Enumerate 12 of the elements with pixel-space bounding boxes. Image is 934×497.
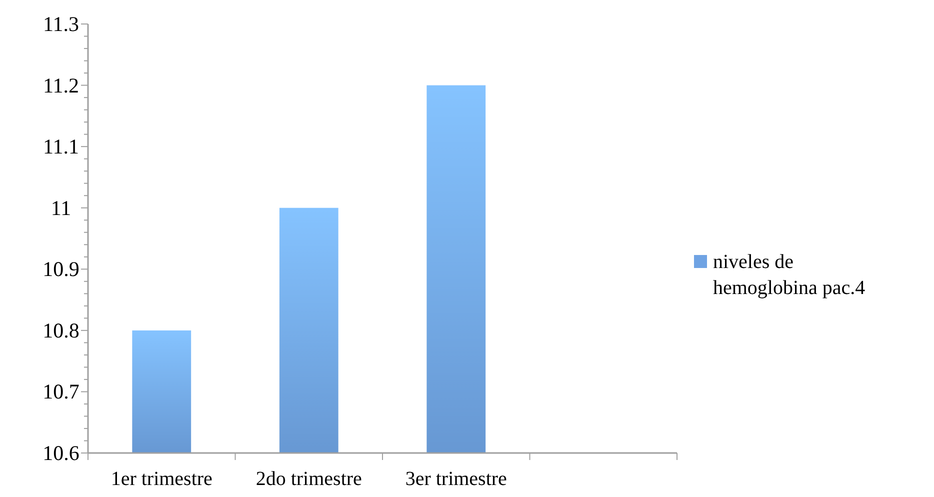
x-tick-label: 1er trimestre	[110, 468, 213, 490]
y-tick-label: 11.2	[43, 73, 79, 98]
x-tick-label: 3er trimestre	[405, 468, 508, 490]
y-tick-label: 11	[50, 196, 72, 220]
y-tick-label: 11.1	[43, 134, 79, 159]
legend-label: niveles de hemoglobina pac.4	[713, 251, 866, 299]
y-tick-label: 10.7	[42, 380, 80, 404]
y-tick-label: 10.9	[42, 257, 80, 282]
y-tick-label: 10.8	[42, 318, 80, 342]
y-tick-label: 10.6	[42, 441, 80, 465]
x-tick-label: 2do trimestre	[256, 468, 362, 490]
y-tick-label: 11.3	[43, 12, 79, 36]
